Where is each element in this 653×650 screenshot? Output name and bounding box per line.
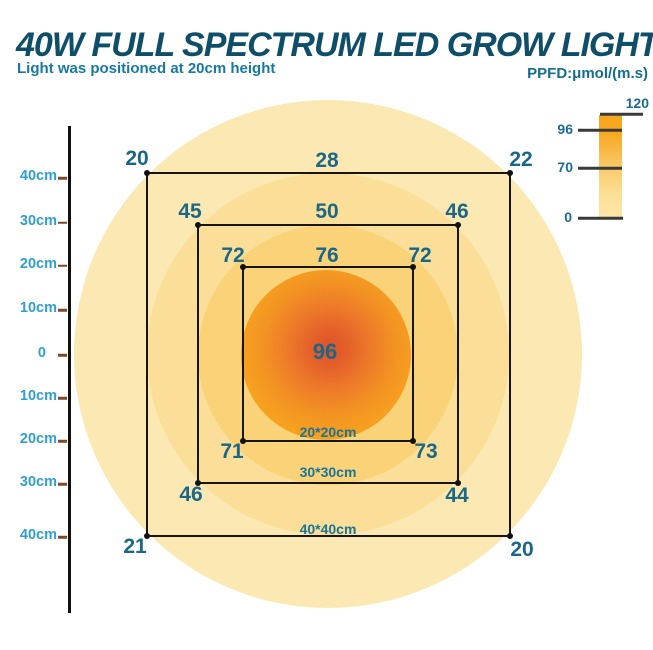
axis-label-30cm-top: 30cm <box>19 212 57 229</box>
grid-square-30cm <box>197 224 459 484</box>
ppfd-value-middle-top-left: 45 <box>178 200 202 223</box>
axis-label-20cm-bottom: 20cm <box>19 431 57 447</box>
corner-dot <box>507 170 513 176</box>
grid-size-label-20cm: 20*20cm <box>299 424 357 440</box>
corner-dot <box>144 533 150 539</box>
axis-tick <box>58 308 67 312</box>
colorbar-tick-70 <box>578 166 622 170</box>
ppfd-value-middle-bottom-right: 44 <box>445 484 469 507</box>
coverage-circle-hotspot <box>241 270 411 440</box>
chart-title: 40W FULL SPECTRUM LED GROW LIGHT <box>16 26 653 64</box>
ppfd-value-center: 96 <box>312 339 338 364</box>
axis-tick <box>58 396 67 400</box>
colorbar-label-70: 70 <box>557 159 573 175</box>
axis-tick <box>58 535 67 539</box>
axis-label-zero: 0 <box>37 345 46 361</box>
corner-dot <box>195 480 201 486</box>
axis-label-30cm-bottom: 30cm <box>19 474 57 490</box>
colorbar-tick-0 <box>578 216 623 220</box>
ppfd-value-inner-top-center: 76 <box>315 244 339 267</box>
corner-dot <box>455 222 461 228</box>
axis-tick <box>58 221 67 224</box>
corner-dot <box>410 438 416 444</box>
ppfd-value-middle-top-center: 50 <box>315 200 339 223</box>
ppfd-value-middle-top-right: 46 <box>445 200 469 223</box>
axis-tick <box>58 439 67 443</box>
ppfd-value-outer-bottom-left: 21 <box>123 535 147 558</box>
axis-tick <box>58 353 67 357</box>
ppfd-value-inner-bottom-left: 71 <box>220 440 244 463</box>
ppfd-value-inner-top-right: 72 <box>408 244 432 267</box>
axis-tick <box>58 482 67 486</box>
axis-label-10cm-top: 10cm <box>19 300 57 316</box>
ppfd-value-outer-top-center: 28 <box>315 149 339 172</box>
ppfd-value-outer-top-left: 20 <box>125 147 149 170</box>
axis-label-10cm-bottom: 10cm <box>19 388 57 404</box>
axis-tick <box>58 176 67 180</box>
colorbar-label-0: 0 <box>564 209 572 225</box>
chart-subtitle: Light was positioned at 20cm height <box>17 60 276 77</box>
colorbar-tick-96 <box>578 128 622 132</box>
corner-dot <box>455 480 461 486</box>
ppfd-value-outer-top-right: 22 <box>509 148 533 171</box>
grid-size-label-40cm: 40*40cm <box>299 521 357 537</box>
corner-dot <box>144 170 150 176</box>
axis-label-40cm-top: 40cm <box>19 168 57 184</box>
grid-square-40cm <box>146 172 511 537</box>
corner-dot <box>195 222 201 228</box>
colorbar-label-96: 96 <box>557 121 573 137</box>
grid-size-label-30cm: 30*30cm <box>299 464 357 480</box>
colorbar <box>599 115 622 218</box>
axis-label-20cm-top: 20cm <box>19 255 57 272</box>
axis-label-40cm-bottom: 40cm <box>19 527 57 543</box>
corner-dot <box>507 533 513 539</box>
corner-dot <box>240 438 246 444</box>
ppfd-unit-label: PPFD:μmol/(m.s) <box>527 65 648 82</box>
colorbar-label-120: 120 <box>625 95 649 111</box>
grid-square-20cm <box>242 266 414 442</box>
ppfd-value-inner-top-left: 72 <box>221 244 245 267</box>
axis-tick <box>58 264 67 267</box>
y-axis-line <box>68 126 71 613</box>
ppfd-value-inner-bottom-right: 73 <box>414 440 438 463</box>
colorbar-tick-120 <box>600 112 643 116</box>
corner-dot <box>410 264 416 270</box>
corner-dot <box>240 264 246 270</box>
ppfd-value-outer-bottom-right: 20 <box>510 538 534 561</box>
ppfd-value-middle-bottom-left: 46 <box>179 483 203 506</box>
